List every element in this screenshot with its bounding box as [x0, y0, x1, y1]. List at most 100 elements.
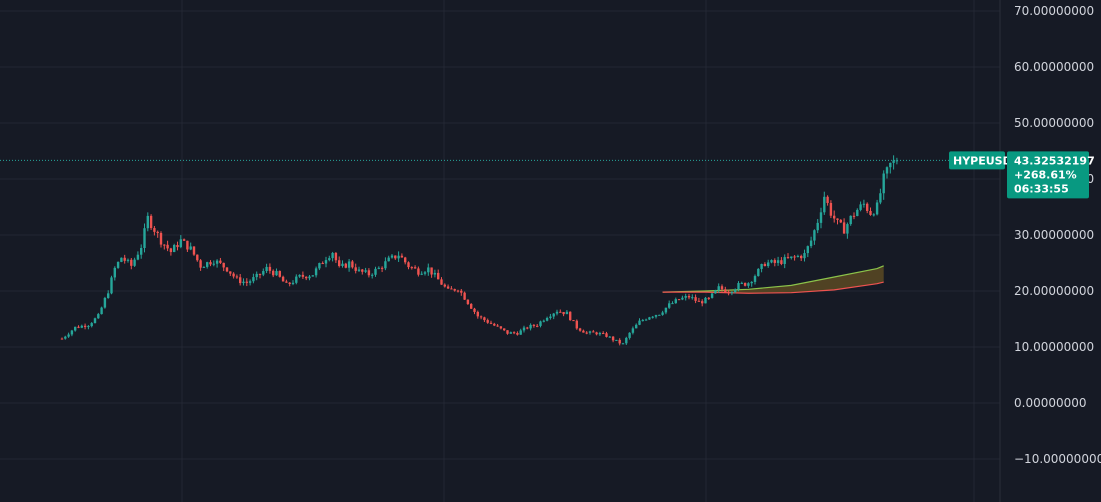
- candle-body: [347, 261, 351, 268]
- candle-body: [753, 276, 757, 282]
- candle-body: [836, 218, 839, 220]
- candle-body: [483, 317, 486, 321]
- candle-body: [248, 281, 252, 283]
- candle-body: [318, 263, 321, 269]
- candle-body: [582, 330, 585, 333]
- candle-body: [239, 277, 242, 284]
- candle-body: [823, 196, 826, 213]
- candle-body: [575, 320, 578, 329]
- candle-body: [460, 290, 463, 293]
- candle-body: [724, 289, 727, 293]
- candle-body: [305, 276, 308, 279]
- candle-body: [539, 321, 542, 326]
- candle-body: [278, 271, 281, 277]
- candle-body: [496, 325, 499, 327]
- candle-body: [846, 224, 849, 234]
- candle-body: [182, 239, 186, 241]
- candle-body: [512, 332, 516, 334]
- candle-body: [212, 263, 215, 265]
- candle-body: [80, 325, 83, 328]
- candle-body: [93, 318, 97, 324]
- candle-body: [536, 325, 539, 327]
- candle-body: [790, 256, 793, 258]
- candle-body: [430, 267, 433, 275]
- candle-body: [272, 270, 275, 276]
- candle-body: [258, 273, 262, 275]
- candle-body: [489, 322, 493, 324]
- candle-body: [737, 283, 740, 290]
- candle-body: [598, 333, 602, 335]
- price-axis-tick-label: −10.00000000: [1014, 452, 1101, 466]
- candle-body: [717, 286, 720, 291]
- candle-body: [446, 286, 450, 289]
- candle-body: [565, 311, 569, 315]
- candle-body: [229, 271, 232, 274]
- candle-body: [625, 337, 628, 344]
- candle-body: [658, 314, 661, 316]
- candle-body: [618, 339, 621, 344]
- candle-body: [555, 311, 559, 314]
- candle-body: [499, 326, 503, 329]
- candle-body: [344, 263, 347, 268]
- candle-body: [126, 259, 130, 261]
- candle-body: [440, 279, 443, 285]
- candle-body: [281, 276, 285, 282]
- candle-body: [159, 233, 163, 245]
- candle-body: [219, 260, 222, 263]
- candle-body: [648, 317, 651, 320]
- candle-body: [529, 324, 532, 329]
- candle-body: [813, 230, 816, 241]
- candle-body: [608, 336, 611, 338]
- candle-body: [559, 311, 562, 313]
- candle-body: [710, 293, 714, 298]
- candle-body: [420, 273, 423, 275]
- candle-body: [833, 215, 836, 219]
- candle-body: [631, 328, 635, 333]
- candle-body: [796, 255, 800, 257]
- candle-body: [173, 244, 176, 253]
- band-lower-line: [662, 281, 884, 294]
- candle-body: [242, 281, 245, 284]
- candle-body: [314, 268, 318, 276]
- candle-body: [413, 267, 417, 269]
- candle-body: [740, 282, 743, 284]
- candle-body: [526, 327, 529, 329]
- candle-body: [842, 222, 846, 234]
- candle-body: [437, 272, 440, 280]
- candle-body: [90, 323, 93, 327]
- candle-body: [734, 289, 737, 292]
- candle-body: [677, 299, 681, 301]
- candle-body: [859, 204, 862, 210]
- candle-body: [321, 263, 324, 265]
- candle-body: [661, 312, 664, 315]
- candle-body: [334, 252, 338, 261]
- price-axis-tick-label: 60.00000000: [1014, 60, 1094, 74]
- candle-body: [585, 332, 588, 334]
- candle-body: [479, 316, 483, 318]
- candle-body: [493, 323, 496, 326]
- candle-body: [852, 215, 856, 217]
- candle-body: [826, 196, 829, 203]
- candle-body: [324, 260, 328, 264]
- candle-body: [730, 291, 734, 294]
- candle-body: [189, 246, 192, 250]
- candle-body: [638, 320, 641, 325]
- candle-body: [232, 273, 235, 277]
- candle-body: [473, 308, 476, 312]
- candle-body: [354, 267, 357, 271]
- candle-body: [793, 256, 796, 258]
- candle-body: [628, 332, 631, 338]
- candle-body: [130, 259, 133, 266]
- candle-body: [819, 212, 823, 223]
- candle-body: [423, 272, 427, 274]
- candle-body: [377, 267, 380, 269]
- candle-body: [202, 266, 206, 268]
- candle-body: [70, 330, 74, 335]
- price-tag-background: [1007, 151, 1089, 199]
- candle-body: [889, 162, 892, 168]
- candle-body: [361, 269, 364, 272]
- candle-body: [773, 260, 776, 263]
- candle-body: [285, 281, 288, 283]
